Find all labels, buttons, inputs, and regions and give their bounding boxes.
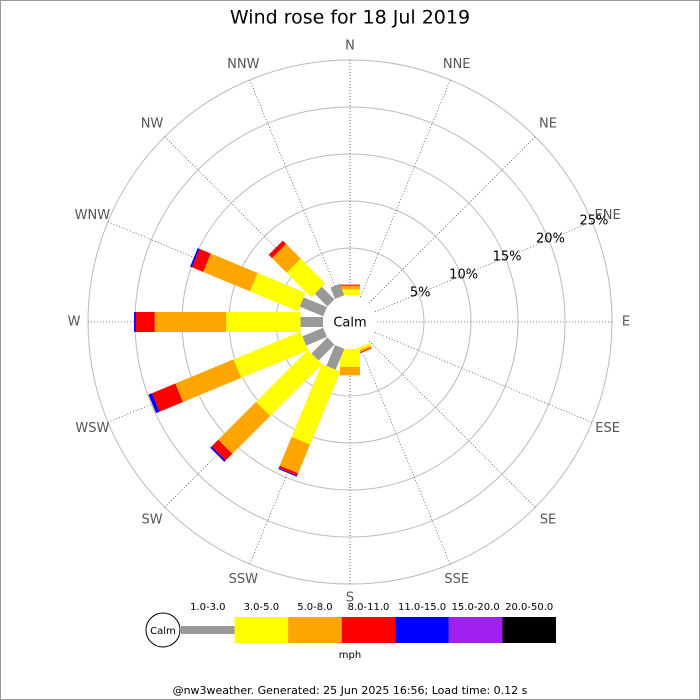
rose-segment bbox=[300, 317, 323, 327]
rose-segment bbox=[291, 363, 341, 445]
legend-swatch bbox=[395, 617, 449, 643]
direction-label: E bbox=[622, 315, 630, 330]
rose-segment bbox=[218, 401, 271, 454]
rose-segment bbox=[226, 312, 301, 332]
direction-label: S bbox=[346, 591, 354, 606]
rose-segment bbox=[210, 446, 226, 462]
direction-label: NE bbox=[539, 117, 557, 132]
legend-label: 8.0-11.0 bbox=[348, 602, 390, 613]
spoke bbox=[374, 331, 593, 423]
ring-label: 5% bbox=[410, 285, 431, 300]
rose-segment bbox=[340, 285, 360, 290]
spoke bbox=[359, 346, 451, 565]
rose-segment bbox=[286, 258, 326, 298]
spoke bbox=[368, 136, 536, 304]
ring-label: 15% bbox=[493, 249, 522, 264]
rose-segment bbox=[302, 327, 327, 346]
spoke bbox=[359, 79, 451, 298]
footer: @nw3weather. Generated: 25 Jun 2025 16:5… bbox=[173, 684, 528, 697]
direction-label: SSW bbox=[229, 572, 259, 587]
legend-label: 20.0-50.0 bbox=[505, 602, 553, 613]
legend-label: 5.0-8.0 bbox=[297, 602, 332, 613]
ring-label: 10% bbox=[449, 267, 478, 282]
rose-segment bbox=[154, 312, 227, 332]
spoke bbox=[374, 221, 593, 313]
direction-label: N bbox=[345, 39, 355, 54]
direction-label: W bbox=[68, 315, 81, 330]
rose-segment bbox=[191, 248, 211, 272]
rose-segment bbox=[271, 243, 301, 273]
rose-segment bbox=[151, 383, 183, 412]
direction-label: SSE bbox=[444, 572, 469, 587]
rose-segment bbox=[134, 312, 136, 332]
rose-segment bbox=[330, 283, 345, 299]
direction-label: SE bbox=[540, 512, 556, 527]
legend-swatch bbox=[288, 617, 342, 643]
direction-label: NNW bbox=[227, 57, 259, 72]
direction-label: WSW bbox=[75, 421, 109, 436]
rose-segment bbox=[148, 393, 160, 414]
rose-segment bbox=[256, 349, 323, 416]
rose-segment bbox=[268, 240, 287, 259]
direction-label: ESE bbox=[595, 421, 620, 436]
legend-swatch bbox=[181, 626, 235, 634]
rose-segment bbox=[175, 359, 242, 402]
legend-unit: mph bbox=[339, 650, 361, 661]
legend-label: 11.0-15.0 bbox=[398, 602, 446, 613]
direction-label: SW bbox=[141, 512, 162, 527]
legend-swatch bbox=[502, 617, 556, 643]
legend-label: 3.0-5.0 bbox=[244, 602, 279, 613]
legend-calm-label: Calm bbox=[150, 626, 176, 637]
rose-segment bbox=[326, 345, 345, 370]
rose-segment bbox=[279, 436, 311, 474]
rose-segment bbox=[135, 312, 155, 332]
rose-segment bbox=[203, 253, 258, 292]
rose-segment bbox=[314, 286, 335, 307]
direction-label: WNW bbox=[75, 208, 111, 223]
calm-label: Calm bbox=[333, 316, 366, 331]
direction-label: NNE bbox=[443, 57, 471, 72]
rose-segment bbox=[233, 331, 309, 378]
legend-swatch bbox=[448, 617, 503, 643]
legend-swatch bbox=[341, 617, 396, 643]
calm-circle bbox=[324, 296, 376, 348]
spoke bbox=[249, 79, 341, 298]
rose-segment bbox=[190, 248, 200, 268]
legend-calm bbox=[145, 612, 181, 648]
ring-label: 25% bbox=[579, 213, 608, 228]
legend-label: 1.0-3.0 bbox=[190, 602, 225, 613]
rose-segment bbox=[340, 284, 360, 286]
rose-segment bbox=[278, 468, 298, 477]
rose-segment bbox=[278, 465, 299, 476]
rose-segment bbox=[311, 337, 335, 361]
spoke bbox=[368, 340, 536, 508]
ring-label: 20% bbox=[536, 231, 565, 246]
direction-label: NW bbox=[141, 117, 164, 132]
rose-segment bbox=[211, 439, 233, 461]
direction-label: ENE bbox=[595, 208, 621, 223]
rose-segment bbox=[250, 272, 306, 312]
legend-label: 15.0-20.0 bbox=[452, 602, 500, 613]
legend-swatch bbox=[234, 617, 289, 643]
rose-segment bbox=[340, 349, 360, 367]
chart-title: Wind rose for 18 Jul 2019 bbox=[230, 7, 470, 29]
rose-segment bbox=[299, 297, 327, 317]
rose-segment bbox=[340, 289, 360, 295]
rose-segment bbox=[340, 366, 360, 376]
